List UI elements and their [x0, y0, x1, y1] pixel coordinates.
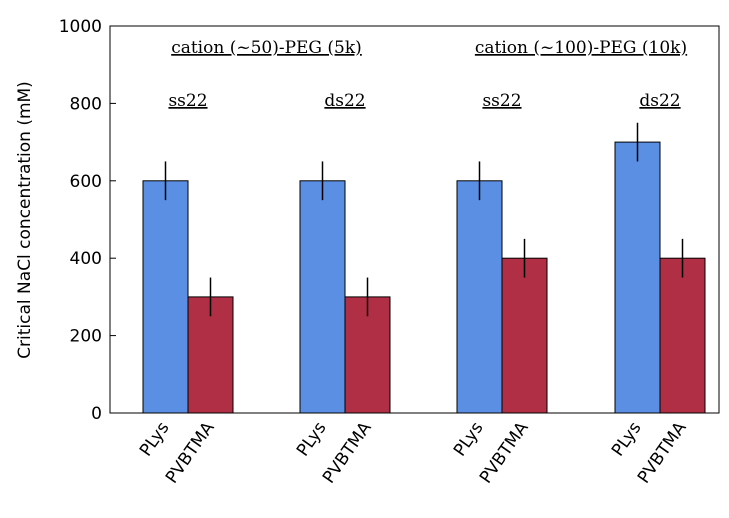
y-axis-label: Critical NaCl concentration (mM): [15, 81, 35, 359]
x-tick-label: PLys: [608, 418, 646, 460]
bar: [614, 141, 661, 414]
y-tick-label: 400: [70, 249, 102, 269]
x-tick-label: PLys: [450, 418, 488, 460]
x-tick-label: PLys: [293, 418, 331, 460]
bar: [501, 257, 548, 414]
y-tick-label: 200: [70, 327, 102, 347]
y-tick-label: 600: [70, 172, 102, 192]
group-label: ss22: [168, 91, 207, 111]
group-label: ds22: [324, 91, 365, 111]
y-tick-label: 800: [70, 94, 102, 114]
annotation: cation (~100)-PEG (10k): [475, 38, 687, 58]
group-label: ds22: [639, 91, 680, 111]
y-tick-label: 1000: [59, 17, 102, 37]
x-tick-label: PLys: [136, 418, 174, 460]
bar: [299, 180, 346, 414]
bar: [456, 180, 503, 414]
group-label: ss22: [482, 91, 521, 111]
y-tick-label: 0: [91, 404, 102, 424]
bar: [142, 180, 189, 414]
plot-frame: [109, 25, 720, 414]
bar: [659, 257, 706, 414]
annotation: cation (~50)-PEG (5k): [171, 38, 362, 58]
